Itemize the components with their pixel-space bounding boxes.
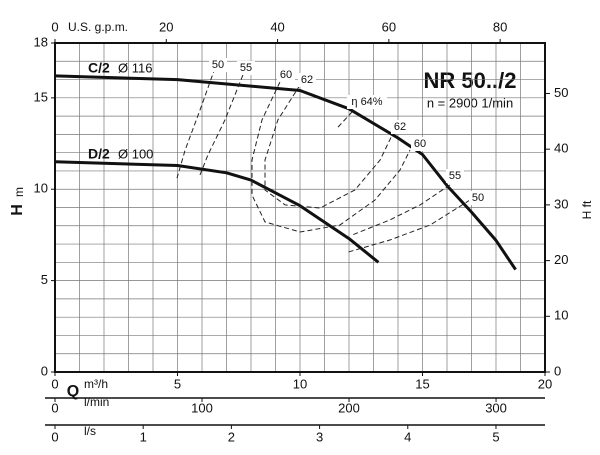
- x-tick-label: 300: [485, 400, 507, 415]
- curve-diameter: Ø 100: [118, 146, 153, 161]
- x-tick-label: 60: [382, 19, 396, 34]
- efficiency-label: η 64%: [351, 96, 382, 108]
- x-tick-label: 0: [51, 429, 58, 444]
- x-tick-label: 80: [493, 19, 507, 34]
- efficiency-label: 50: [472, 192, 484, 204]
- efficiency-label: 50: [212, 59, 224, 71]
- y2-tick-label: 0: [554, 363, 561, 378]
- y2-tick-label: 30: [554, 196, 568, 211]
- x-tick-label: 0: [51, 400, 58, 415]
- curve-name: D/2: [88, 146, 110, 162]
- label-bg: [391, 120, 409, 134]
- efficiency-label: 55: [449, 170, 461, 182]
- y2-axis-label: H ft: [580, 200, 594, 219]
- efficiency-label: 60: [414, 138, 426, 150]
- y-tick-label: 18: [34, 34, 48, 49]
- curve-diameter: Ø 116: [118, 60, 152, 75]
- y2-tick-label: 20: [554, 252, 568, 267]
- efficiency-label: 62: [301, 74, 313, 86]
- x-tick-label: 2: [228, 429, 235, 444]
- x-tick-label: 3: [316, 429, 323, 444]
- label-bg: [298, 73, 316, 87]
- x-tick-label: 5: [492, 429, 499, 444]
- x-tick-label: 15: [415, 376, 429, 391]
- efficiency-label: 55: [240, 62, 252, 74]
- y-axis-unit: m: [12, 187, 26, 197]
- efficiency-label: 60: [280, 69, 292, 81]
- efficiency-curve: [176, 67, 471, 253]
- pump-curve: [54, 160, 380, 264]
- x-axis-symbol: Q: [67, 383, 79, 400]
- label-bg: [347, 95, 387, 109]
- label-bg: [469, 191, 487, 205]
- x-axis-unit: U.S. g.p.m.: [68, 20, 128, 34]
- label-bg: [446, 169, 464, 183]
- x-tick-label: 0: [51, 19, 58, 34]
- x-tick-label: 0: [51, 376, 58, 391]
- label-bg: [209, 58, 227, 72]
- x-tick-label: 1: [140, 429, 147, 444]
- y-axis-symbol: H: [9, 204, 26, 216]
- x-tick-label: 40: [270, 19, 284, 34]
- x-axis-unit: l/min: [84, 395, 109, 409]
- efficiency-label: 62: [394, 121, 406, 133]
- efficiency-curve: [264, 84, 394, 209]
- curve-name: C/2: [88, 60, 110, 76]
- y2-tick-label: 40: [554, 141, 568, 156]
- y-tick-label: 0: [41, 363, 48, 378]
- chart-subtitle: n = 2900 1/min: [427, 95, 513, 110]
- chart-title: NR 50../2: [424, 68, 517, 93]
- x-tick-label: 10: [293, 376, 307, 391]
- x-tick-label: 20: [538, 376, 552, 391]
- y-tick-label: 10: [34, 181, 48, 196]
- efficiency-curve: [199, 74, 451, 236]
- y-tick-label: 15: [34, 89, 48, 104]
- y2-tick-label: 10: [554, 308, 568, 323]
- label-bg: [237, 61, 255, 75]
- efficiency-curve: [337, 111, 353, 128]
- label-bg: [411, 137, 429, 151]
- y-tick-label: 5: [41, 272, 48, 287]
- x-axis-unit: l/s: [84, 424, 96, 438]
- x-tick-label: 4: [404, 429, 411, 444]
- x-axis-unit: m³/h: [84, 377, 108, 391]
- x-tick-label: 5: [174, 376, 181, 391]
- x-tick-label: 200: [338, 400, 360, 415]
- x-tick-label: 100: [191, 400, 213, 415]
- y2-tick-label: 50: [554, 85, 568, 100]
- label-bg: [277, 68, 295, 82]
- x-tick-label: 20: [159, 19, 173, 34]
